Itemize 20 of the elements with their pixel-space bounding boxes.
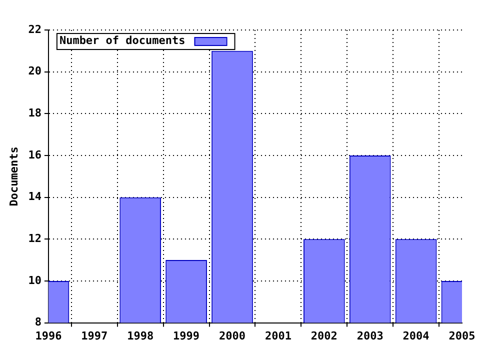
- x-tick-label: 1997: [81, 329, 108, 342]
- x-tick-label: 1998: [127, 329, 154, 342]
- x-tick-label: 2000: [218, 329, 246, 342]
- x-tick-label: 2001: [264, 329, 292, 342]
- y-tick-label: 10: [28, 274, 42, 287]
- y-tick-label: 22: [28, 22, 42, 36]
- x-tick-label: 1996: [35, 329, 62, 342]
- legend-label: Number of documents: [59, 34, 186, 47]
- y-tick-label: 18: [28, 106, 42, 120]
- x-tick-label: 2005: [448, 329, 476, 342]
- y-tick-label: 8: [34, 316, 42, 329]
- y-axis-title: Documents: [7, 146, 20, 206]
- y-tick-label: 14: [28, 190, 42, 204]
- x-tick-label: 2004: [402, 329, 430, 342]
- y-tick-label: 20: [28, 64, 42, 78]
- x-tick-label: 1999: [173, 329, 200, 342]
- x-tick-label: 2003: [356, 329, 384, 342]
- x-tick-label: 2002: [310, 329, 338, 342]
- y-tick-label: 12: [28, 232, 42, 245]
- y-tick-label: 16: [28, 148, 42, 162]
